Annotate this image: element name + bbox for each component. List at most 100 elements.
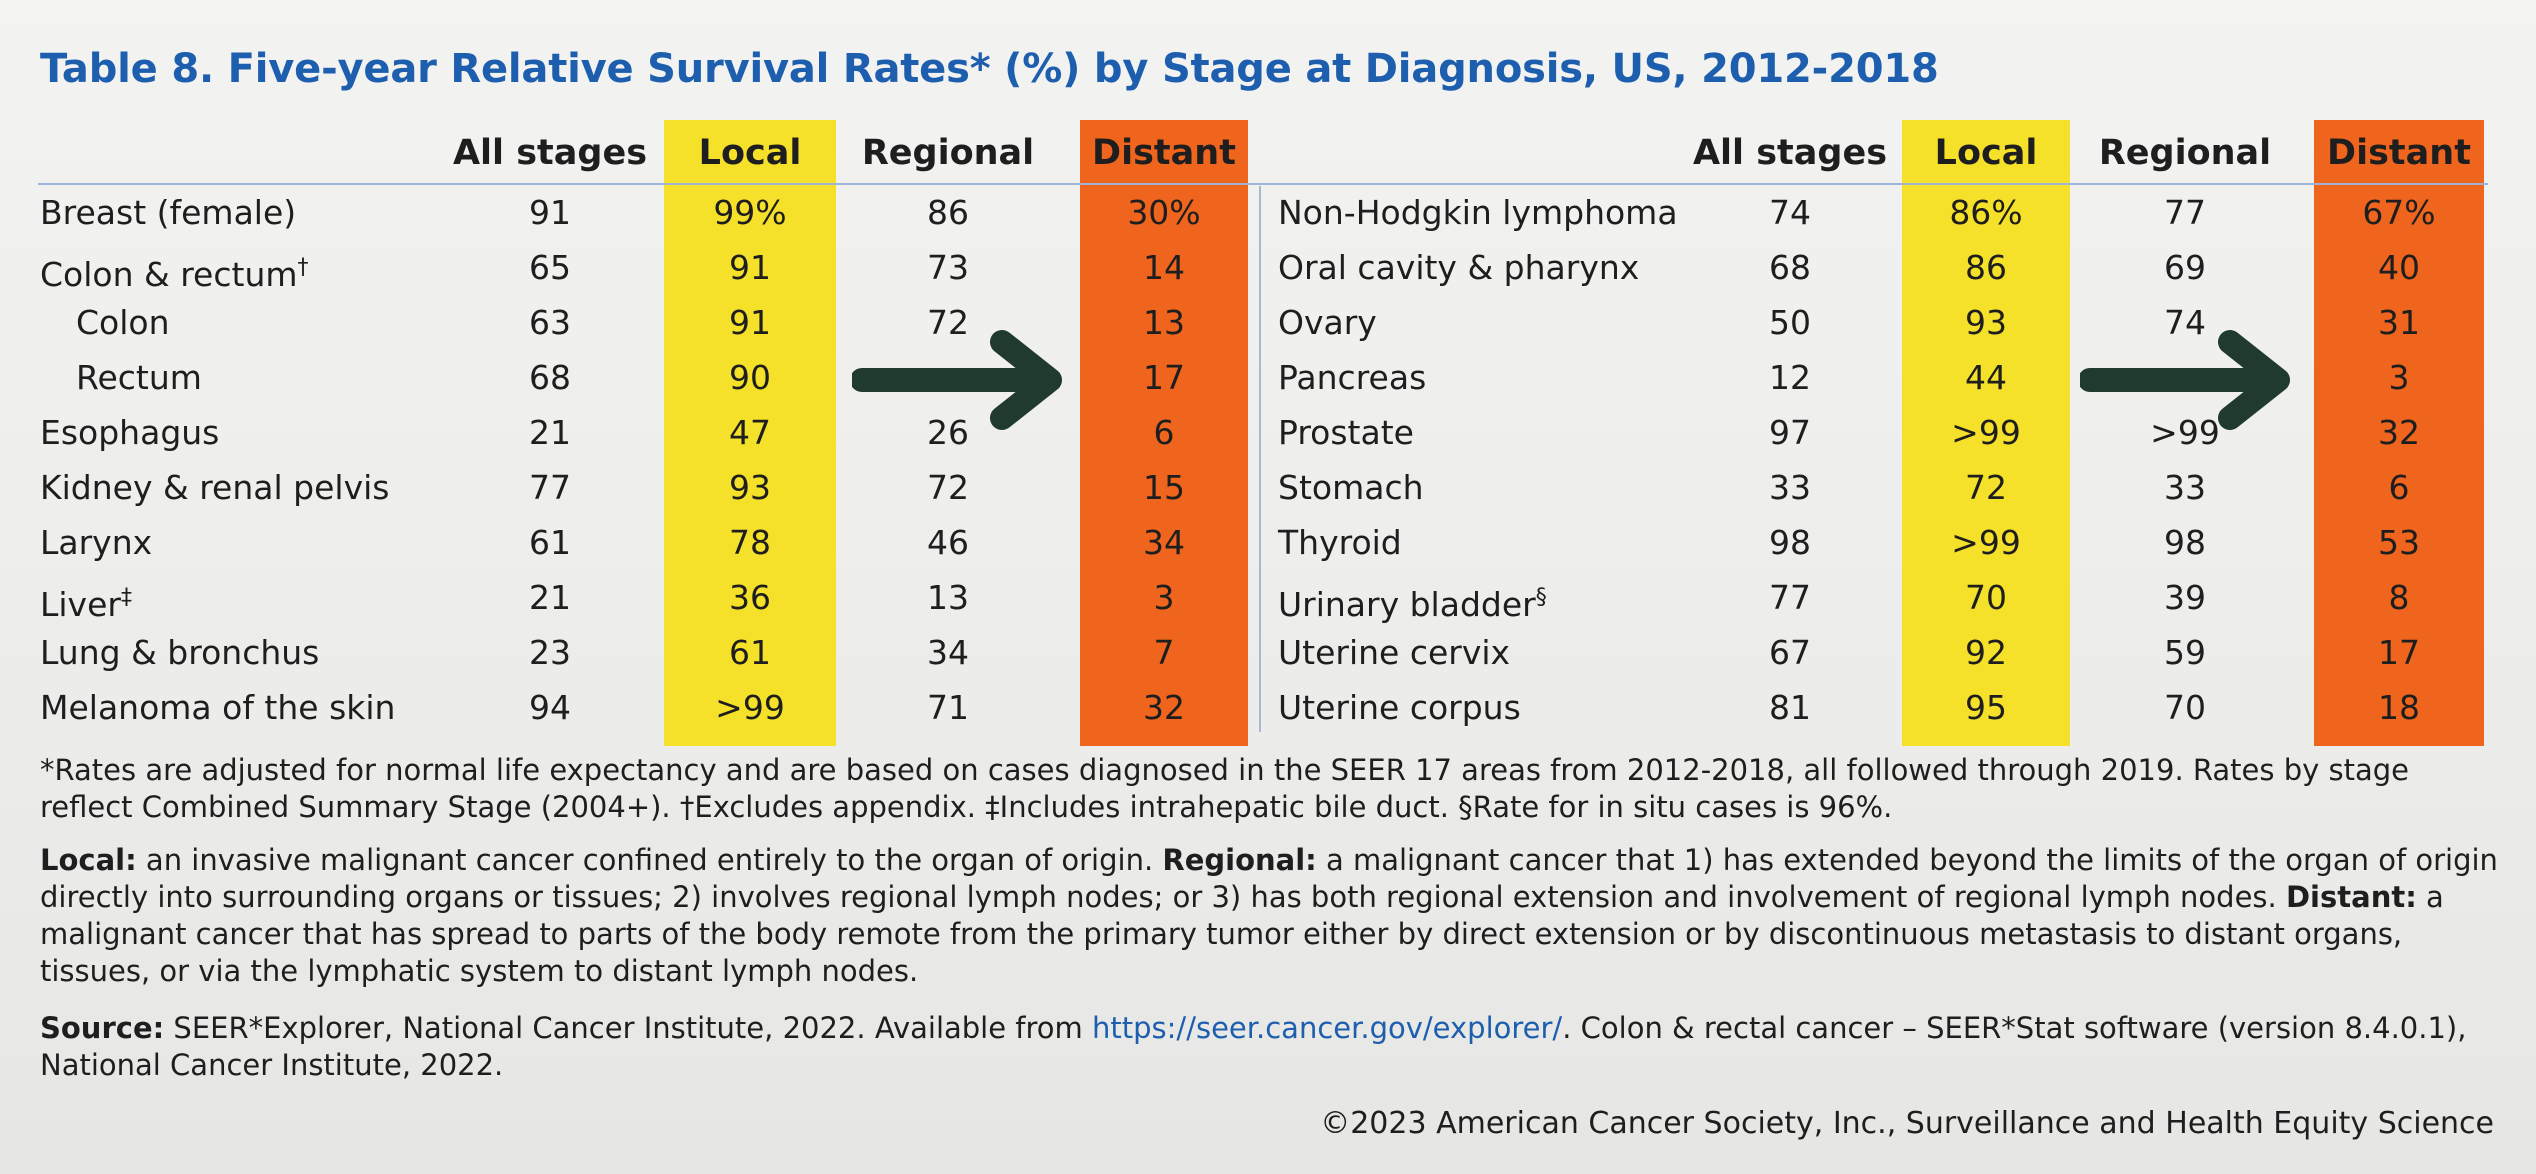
row-label-text: Urinary bladder [1278,585,1536,624]
cell-all-right: 68 [1769,248,1811,287]
cell-distant-right: 31 [2378,303,2420,342]
header-regional-right: Regional [2098,133,2272,173]
cell-local-left: 36 [729,578,771,617]
local-highlight-band-left [664,120,836,746]
cell-regional-left: 72 [927,468,969,507]
row-label-text: Non-Hodgkin lymphoma [1278,193,1678,232]
row-label: Uterine corpus [1278,680,1678,735]
row-label-text: Uterine cervix [1278,633,1511,672]
row-label: Melanoma of the skin [40,680,440,735]
cell-regional-left: 13 [927,578,969,617]
cell-regional-right: 77 [2164,193,2206,232]
row-label: Non-Hodgkin lymphoma [1278,185,1678,240]
row-label: Breast (female) [40,185,440,240]
cell-regional-right: 70 [2164,688,2206,727]
cell-local-right: 86 [1965,248,2007,287]
row-label: Esophagus [40,405,440,460]
source-link[interactable]: https://seer.cancer.gov/explorer/ [1092,1011,1563,1045]
cell-local-right: 44 [1965,358,2007,397]
local-definition-text: an invasive malignant cancer confined en… [136,843,1163,877]
regional-definition-text: a malignant cancer that 1) has extended … [40,843,2498,914]
cell-distant-left: 14 [1143,248,1185,287]
cell-distant-right: 8 [2388,578,2410,617]
cell-all-right: 97 [1769,413,1811,452]
row-label: Pancreas [1278,350,1678,405]
footnote-mark: † [297,255,309,280]
row-label: Colon & rectum† [40,240,440,295]
cell-regional-left: 46 [927,523,969,562]
cell-all-left: 77 [529,468,571,507]
footnote-mark: § [1535,585,1547,610]
row-label-text: Liver [40,585,121,624]
right-arrow-icon [852,330,1062,430]
row-label: Ovary [1278,295,1678,350]
cell-distant-left: 7 [1153,633,1175,672]
cell-all-right: 12 [1769,358,1811,397]
cell-all-left: 94 [529,688,571,727]
row-label-text: Stomach [1278,468,1424,507]
row-label-text: Breast (female) [40,193,297,232]
cell-local-right: 70 [1965,578,2007,617]
cell-local-left: 47 [729,413,771,452]
row-label-text: Ovary [1278,303,1377,342]
cell-regional-right: 74 [2164,303,2206,342]
cell-distant-left: 13 [1143,303,1185,342]
row-label: Lung & bronchus [40,625,440,680]
header-local-right: Local [1934,133,2038,173]
cell-local-left: >99 [715,688,785,727]
row-label: Thyroid [1278,515,1678,570]
row-label: Oral cavity & pharynx [1278,240,1678,295]
cell-all-left: 63 [529,303,571,342]
stage-definitions: Local: an invasive malignant cancer conf… [40,842,2500,990]
distant-highlight-band-right [2314,120,2484,746]
cell-all-left: 21 [529,578,571,617]
row-label: Stomach [1278,460,1678,515]
table-divider [1259,186,1261,732]
local-definition-label: Local: [40,843,137,877]
cell-all-right: 67 [1769,633,1811,672]
cell-local-right: 92 [1965,633,2007,672]
row-label: Kidney & renal pelvis [40,460,440,515]
cell-regional-left: 73 [927,248,969,287]
copyright: ©2023 American Cancer Society, Inc., Sur… [1320,1106,2494,1141]
row-label: Rectum [40,350,440,405]
cell-regional-right: 39 [2164,578,2206,617]
rates-footnote: *Rates are adjusted for normal life expe… [40,753,2410,824]
distant-definition-text: a malignant cancer that has spread to pa… [40,880,2444,988]
header-distant-right: Distant [2327,133,2471,173]
cell-regional-right: 33 [2164,468,2206,507]
row-label-text: Oral cavity & pharynx [1278,248,1640,287]
cell-local-left: 78 [729,523,771,562]
cell-local-right: 72 [1965,468,2007,507]
cell-distant-left: 30% [1127,193,1201,232]
cell-all-right: 74 [1769,193,1811,232]
cell-distant-left: 17 [1143,358,1185,397]
cell-all-left: 65 [529,248,571,287]
cell-all-left: 91 [529,193,571,232]
source-note: Source: SEER*Explorer, National Cancer I… [40,1010,2500,1084]
header-distant-left: Distant [1092,133,1236,173]
cell-local-right: 93 [1965,303,2007,342]
cell-regional-left: 71 [927,688,969,727]
cell-all-right: 50 [1769,303,1811,342]
cell-local-right: 86% [1949,193,2023,232]
cell-local-right: 95 [1965,688,2007,727]
cell-regional-right: 98 [2164,523,2206,562]
cell-local-left: 91 [729,248,771,287]
cell-regional-left: 26 [927,413,969,452]
source-text: SEER*Explorer, National Cancer Institute… [164,1011,1093,1045]
regional-definition-label: Regional: [1162,843,1317,877]
header-regional-left: Regional [861,133,1035,173]
cell-all-right: 77 [1769,578,1811,617]
distant-definition-label: Distant: [2285,880,2417,914]
cell-distant-left: 15 [1143,468,1185,507]
row-label-text: Lung & bronchus [40,633,320,672]
row-label: Larynx [40,515,440,570]
row-label-text: Melanoma of the skin [40,688,396,727]
row-label-text: Uterine corpus [1278,688,1521,727]
cell-all-right: 98 [1769,523,1811,562]
row-label-text: Colon & rectum [40,255,298,294]
cell-local-left: 91 [729,303,771,342]
cell-distant-right: 32 [2378,413,2420,452]
